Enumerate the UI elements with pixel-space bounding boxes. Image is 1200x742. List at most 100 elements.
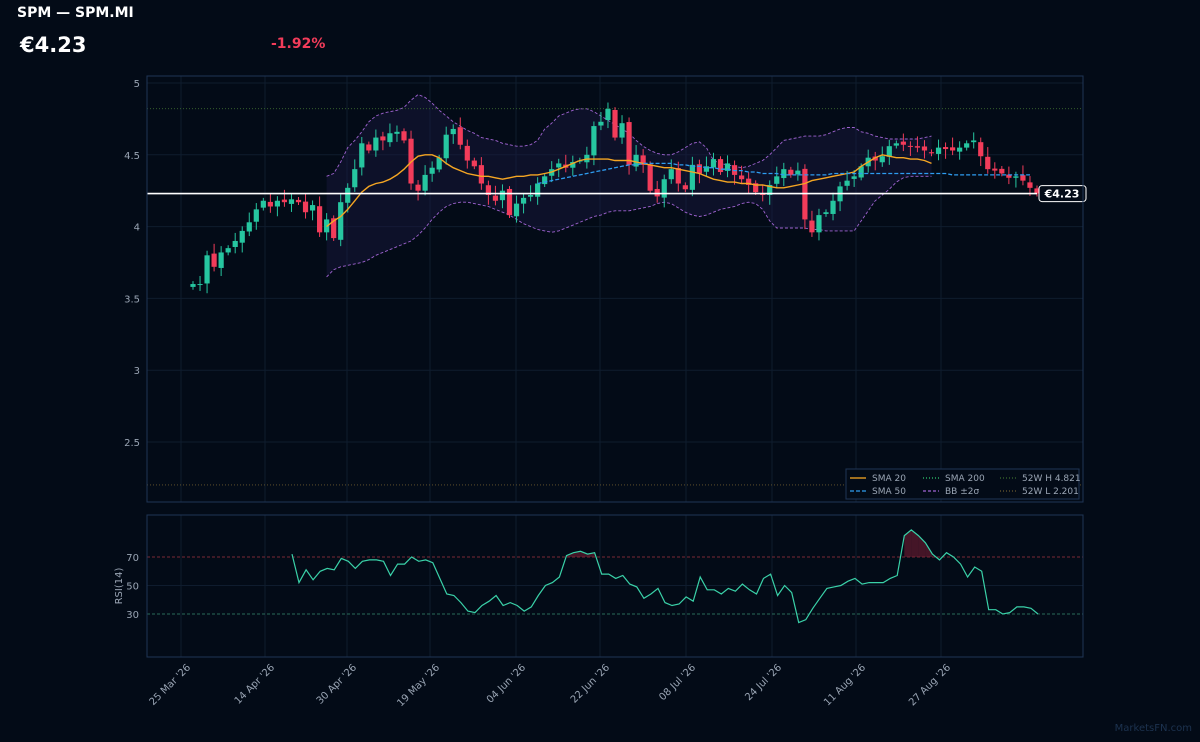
candle-body <box>703 166 710 172</box>
candle-body <box>232 240 238 247</box>
candle-body <box>893 143 899 146</box>
bollinger-fill <box>326 94 932 277</box>
x-tick-label: 24 Jul '26 <box>743 662 784 703</box>
candle-body <box>809 220 815 233</box>
candle-body <box>999 168 1005 174</box>
y-tick-label: 3 <box>134 366 140 377</box>
candle-body <box>696 164 702 174</box>
candle-body <box>907 145 913 147</box>
x-tick-label: 14 Apr '26 <box>233 662 277 706</box>
sma50-line <box>537 162 1030 185</box>
gridlines <box>147 76 1083 657</box>
candle-body <box>528 195 534 197</box>
candle-body <box>1006 174 1012 178</box>
candle-body <box>774 176 780 184</box>
candle-body <box>992 168 998 171</box>
candle-body <box>401 131 407 141</box>
candle-body <box>717 159 724 173</box>
candle-body <box>724 163 731 171</box>
candle-body <box>380 136 386 141</box>
candle-body <box>682 185 688 190</box>
candle-body <box>886 146 892 157</box>
y-tick-label: 3.5 <box>124 294 140 305</box>
ticker-title: SPM — SPM.MI <box>17 5 134 21</box>
candle-body <box>978 142 984 157</box>
legend-label: BB ±2σ <box>945 487 979 497</box>
candle-body <box>485 185 491 196</box>
candle-body <box>239 230 245 243</box>
candle-body <box>535 183 541 197</box>
candle-body <box>331 218 337 239</box>
candle-body <box>542 176 548 185</box>
candle-body <box>520 197 527 204</box>
legend-label: 52W L 2.201 <box>1022 487 1079 497</box>
candle-body <box>197 284 203 286</box>
candle-body <box>654 188 660 197</box>
candle-body <box>900 141 906 145</box>
candle-body <box>211 253 217 267</box>
candle-body <box>373 137 379 151</box>
candle-body <box>218 252 224 268</box>
candle-body <box>471 160 477 167</box>
x-tick-label: 04 Jun '26 <box>485 662 528 705</box>
watermark: MarketsFN.com <box>1114 723 1192 734</box>
x-tick-label: 11 Aug '26 <box>822 662 868 708</box>
rsi-panel-frame <box>146 514 1084 658</box>
sma20-line <box>326 154 932 228</box>
candle-body <box>851 176 857 179</box>
candle-body <box>359 143 365 168</box>
x-tick-label: 08 Jul '26 <box>657 662 698 703</box>
y-tick-label: 5 <box>134 79 140 90</box>
x-tick-label: 27 Aug '26 <box>907 662 953 708</box>
candle-body <box>957 147 963 152</box>
rsi-overbought-fill <box>911 529 919 557</box>
candle-body <box>288 199 295 204</box>
candle-body <box>436 157 442 170</box>
candle-body <box>464 145 470 161</box>
candle-body <box>942 147 949 150</box>
candle-body <box>985 156 991 170</box>
legend: SMA 20 SMA 50 SMA 200 BB ±2σ 52W H 4.821 52W … <box>845 468 1081 500</box>
candle-body <box>246 222 252 232</box>
candle-body <box>591 126 597 156</box>
candle-body <box>633 154 639 167</box>
candle-body <box>612 109 618 138</box>
candle-body <box>190 284 196 287</box>
candle-body <box>640 155 646 165</box>
candle-body <box>1034 188 1040 194</box>
candle-body <box>823 212 829 214</box>
candle-body <box>422 174 428 191</box>
candle-body <box>366 144 372 151</box>
rsi-y-tick: 50 <box>126 582 139 593</box>
candle-body <box>668 169 674 180</box>
moving-averages <box>326 154 1030 228</box>
candle-body <box>450 128 456 135</box>
candle-body <box>281 199 288 203</box>
candle-body <box>830 200 836 214</box>
candle-body <box>352 169 358 188</box>
legend-label: SMA 20 <box>872 474 906 484</box>
candle-body <box>415 184 421 191</box>
last-price: €4.23 <box>20 33 87 57</box>
candle-body <box>570 161 576 168</box>
candle-body <box>795 170 801 175</box>
candle-body <box>309 205 316 211</box>
last-price-marker: €4.23 <box>147 185 1087 203</box>
legend-label: 52W H 4.821 <box>1022 474 1081 484</box>
candle-body <box>921 146 928 151</box>
candle-body <box>267 201 273 207</box>
rsi-y-tick: 70 <box>126 553 139 564</box>
candle-body <box>260 200 266 208</box>
rsi-overbought-fill <box>580 551 588 557</box>
candle-body <box>225 248 231 253</box>
candle-body <box>879 156 885 163</box>
candle-body <box>858 166 864 178</box>
candle-body <box>387 133 393 143</box>
candle-body <box>914 146 921 148</box>
candle-body <box>338 202 344 240</box>
x-tick-label: 22 Jun '26 <box>569 662 612 705</box>
candle-body <box>605 108 611 121</box>
candle-body <box>935 147 942 154</box>
candle-body <box>394 131 400 134</box>
